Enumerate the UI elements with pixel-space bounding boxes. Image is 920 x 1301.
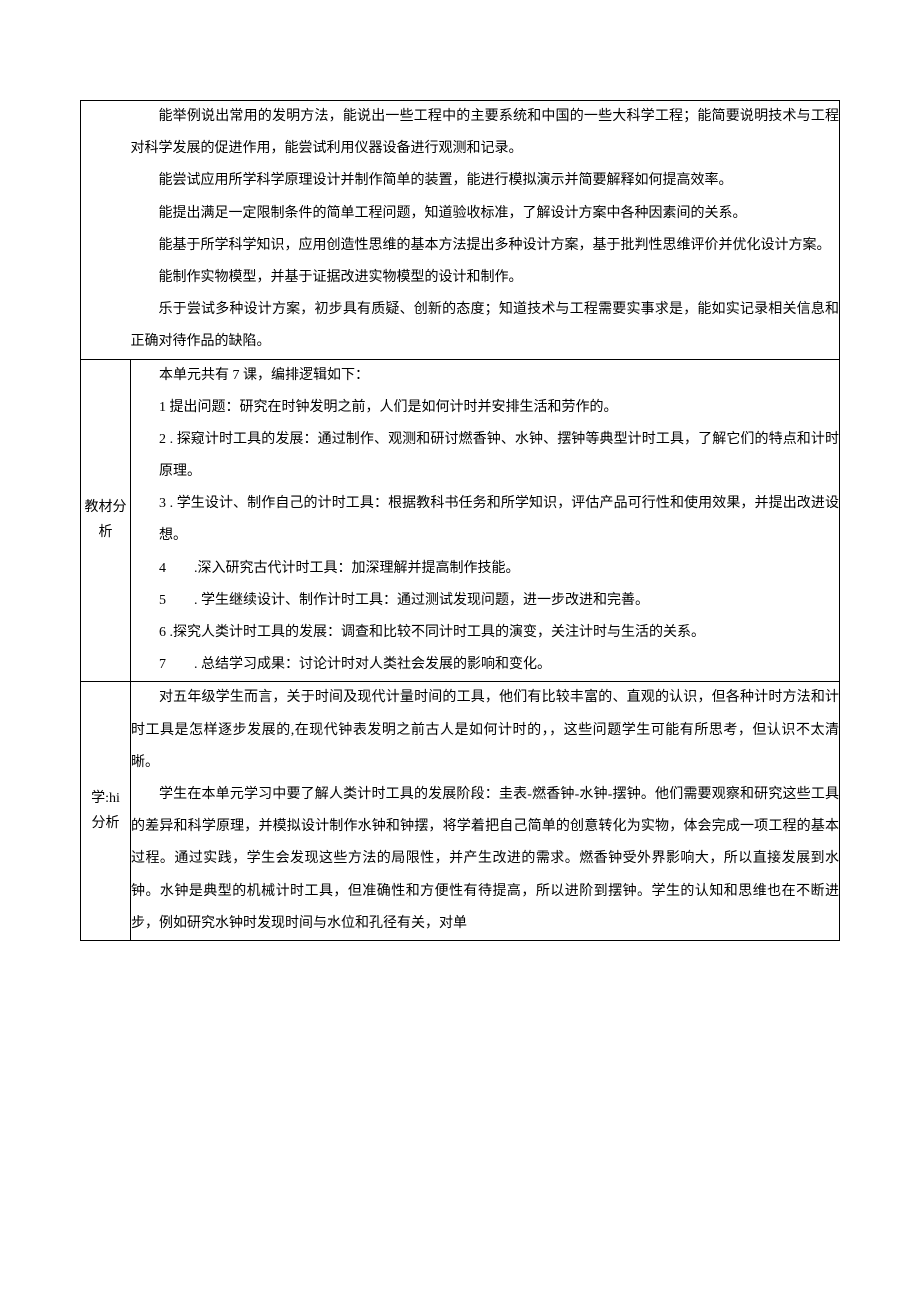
paragraph: 能尝试应用所学科学原理设计并制作简单的装置，能进行模拟演示并简要解释如何提高效率… [131,165,840,197]
list-item: 3 . 学生设计、制作自己的计时工具：根据教科书任务和所学知识，评估产品可行性和… [131,488,839,552]
row-content-cell: 本单元共有 7 课，编排逻辑如下： 1 提出问题：研究在时钟发明之前，人们是如何… [131,359,840,682]
label-text-line1: 学:hi [81,786,130,811]
list-item: 2 . 探窥计时工具的发展：通过制作、观测和研讨燃香钟、水钟、摆钟等典型计时工具… [131,424,839,488]
paragraph: 学生在本单元学习中要了解人类计时工具的发展阶段：圭表-燃香钟-水钟-摆钟。他们需… [131,779,839,940]
row-label-cell-empty [81,101,131,360]
row-label-cell-student-analysis: 学:hi 分析 [81,682,131,941]
document-table: 能举例说出常用的发明方法，能说出一些工程中的主要系统和中国的一些大科学工程；能简… [80,100,840,941]
list-item: 1 提出问题：研究在时钟发明之前，人们是如何计时并安排生活和劳作的。 [131,392,839,424]
label-text: 教材分析 [81,495,130,545]
table-row: 教材分析 本单元共有 7 课，编排逻辑如下： 1 提出问题：研究在时钟发明之前，… [81,359,840,682]
paragraph: 能举例说出常用的发明方法，能说出一些工程中的主要系统和中国的一些大科学工程；能简… [131,101,840,165]
paragraph: 能提出满足一定限制条件的简单工程问题，知道验收标准，了解设计方案中各种因素间的关… [131,198,840,230]
label-text-line2: 分析 [81,811,130,836]
paragraph: 乐于尝试多种设计方案，初步具有质疑、创新的态度；知道技术与工程需要实事求是，能如… [131,294,840,358]
list-item: 6 .探究人类计时工具的发展：调查和比较不同计时工具的演变，关注计时与生活的关系… [131,617,839,649]
table-row: 能举例说出常用的发明方法，能说出一些工程中的主要系统和中国的一些大科学工程；能简… [81,101,840,360]
row-label-cell-material-analysis: 教材分析 [81,359,131,682]
list-item: 4 .深入研究古代计时工具：加深理解并提高制作技能。 [131,553,839,585]
row-content-cell: 对五年级学生而言，关于时间及现代计量时间的工具，他们有比较丰富的、直观的认识，但… [131,682,840,941]
table-row: 学:hi 分析 对五年级学生而言，关于时间及现代计量时间的工具，他们有比较丰富的… [81,682,840,941]
list-item: 5 . 学生继续设计、制作计时工具：通过测试发现问题，进一步改进和完善。 [131,585,839,617]
intro-paragraph: 本单元共有 7 课，编排逻辑如下： [131,360,839,392]
paragraph: 对五年级学生而言，关于时间及现代计量时间的工具，他们有比较丰富的、直观的认识，但… [131,682,839,779]
paragraph: 能基于所学科学知识，应用创造性思维的基本方法提出多种设计方案，基于批判性思维评价… [131,230,840,262]
list-item: 7 . 总结学习成果：讨论计时对人类社会发展的影响和变化。 [131,649,839,681]
paragraph: 能制作实物模型，并基于证据改进实物模型的设计和制作。 [131,262,840,294]
row-content-cell: 能举例说出常用的发明方法，能说出一些工程中的主要系统和中国的一些大科学工程；能简… [131,101,840,360]
